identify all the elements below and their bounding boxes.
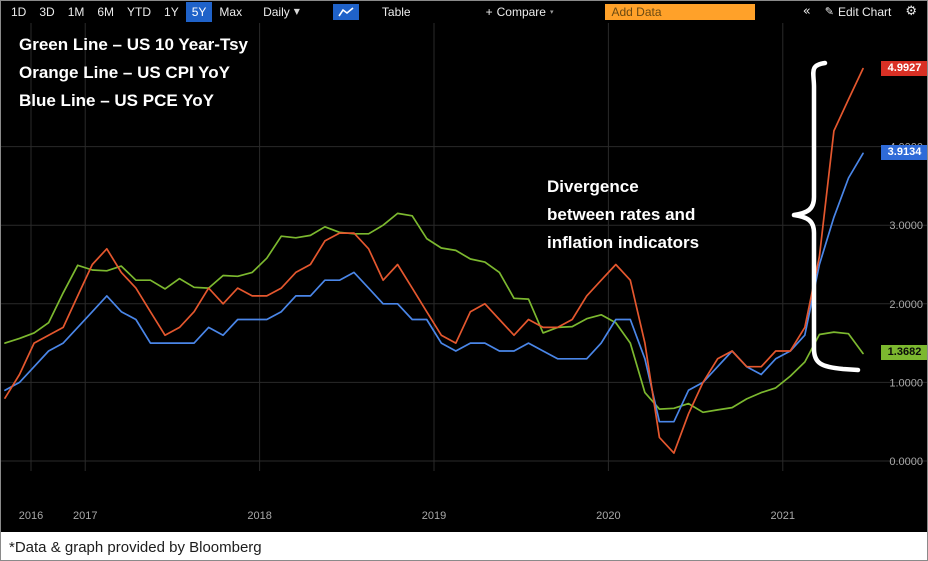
annotation-line-3: inflation indicators (547, 233, 700, 252)
settings-button[interactable]: ⚙ (899, 2, 923, 22)
annotation-line-2: between rates and (547, 205, 696, 224)
chart-legend: Green Line – US 10 Year-Tsy Orange Line … (19, 31, 248, 115)
svg-text:2018: 2018 (247, 510, 271, 522)
svg-text:1.0000: 1.0000 (889, 377, 923, 389)
compare-button[interactable]: + Compare ▾ (480, 2, 560, 22)
range-3d-button[interactable]: 3D (33, 2, 60, 22)
legend-line-green: Green Line – US 10 Year-Tsy (19, 35, 248, 54)
chart-region: 0.00001.00002.00003.00004.00002016201720… (1, 23, 928, 532)
frequency-dropdown[interactable]: Daily ▼ (257, 2, 306, 22)
last-value-badge-tsy: 1.3682 (881, 345, 927, 361)
svg-text:3.0000: 3.0000 (889, 220, 923, 232)
plus-icon: + (485, 5, 493, 19)
collapse-panel-button[interactable]: « (797, 2, 817, 22)
compare-label: Compare (496, 5, 546, 19)
svg-text:2021: 2021 (771, 510, 795, 522)
frequency-label: Daily (263, 5, 290, 19)
svg-text:2016: 2016 (19, 510, 43, 522)
range-1y-button[interactable]: 1Y (158, 2, 185, 22)
range-6m-button[interactable]: 6M (91, 2, 120, 22)
range-1m-button[interactable]: 1M (62, 2, 91, 22)
chart-type-button[interactable] (332, 4, 359, 20)
legend-line-orange: Orange Line – US CPI YoY (19, 63, 230, 82)
range-5y-button[interactable]: 5Y (185, 2, 213, 22)
legend-line-blue: Blue Line – US PCE YoY (19, 91, 214, 110)
table-button[interactable]: Table (376, 2, 417, 22)
add-data-input[interactable] (605, 4, 756, 20)
caret-down-icon: ▾ (549, 8, 554, 16)
divergence-annotation: Divergence between rates and inflation i… (547, 173, 699, 257)
caret-down-icon: ▼ (293, 7, 300, 16)
double-chevron-left-icon: « (802, 4, 811, 19)
svg-text:2020: 2020 (596, 510, 620, 522)
svg-text:2019: 2019 (422, 510, 446, 522)
last-value-badge-pce: 3.9134 (881, 145, 927, 161)
range-1d-button[interactable]: 1D (5, 2, 32, 22)
toolbar-right-group: « ✎ Edit Chart ⚙ (797, 2, 923, 22)
svg-text:2017: 2017 (73, 510, 97, 522)
edit-chart-button[interactable]: ✎ Edit Chart (819, 2, 898, 22)
chart-canvas[interactable]: 0.00001.00002.00003.00004.00002016201720… (1, 23, 928, 532)
pencil-icon: ✎ (824, 5, 834, 18)
chart-toolbar: 1D 3D 1M 6M YTD 1Y 5Y Max Daily ▼ Table … (1, 1, 927, 23)
source-note: *Data & graph provided by Bloomberg (1, 532, 927, 560)
gear-icon: ⚙ (905, 4, 917, 19)
svg-text:0.0000: 0.0000 (889, 456, 923, 468)
range-max-button[interactable]: Max (213, 2, 248, 22)
edit-chart-label: Edit Chart (837, 5, 892, 19)
range-ytd-button[interactable]: YTD (121, 2, 157, 22)
annotation-line-1: Divergence (547, 177, 639, 196)
last-value-badge-cpi: 4.9927 (881, 60, 927, 76)
svg-text:2.0000: 2.0000 (889, 299, 923, 311)
line-chart-icon (338, 7, 354, 17)
